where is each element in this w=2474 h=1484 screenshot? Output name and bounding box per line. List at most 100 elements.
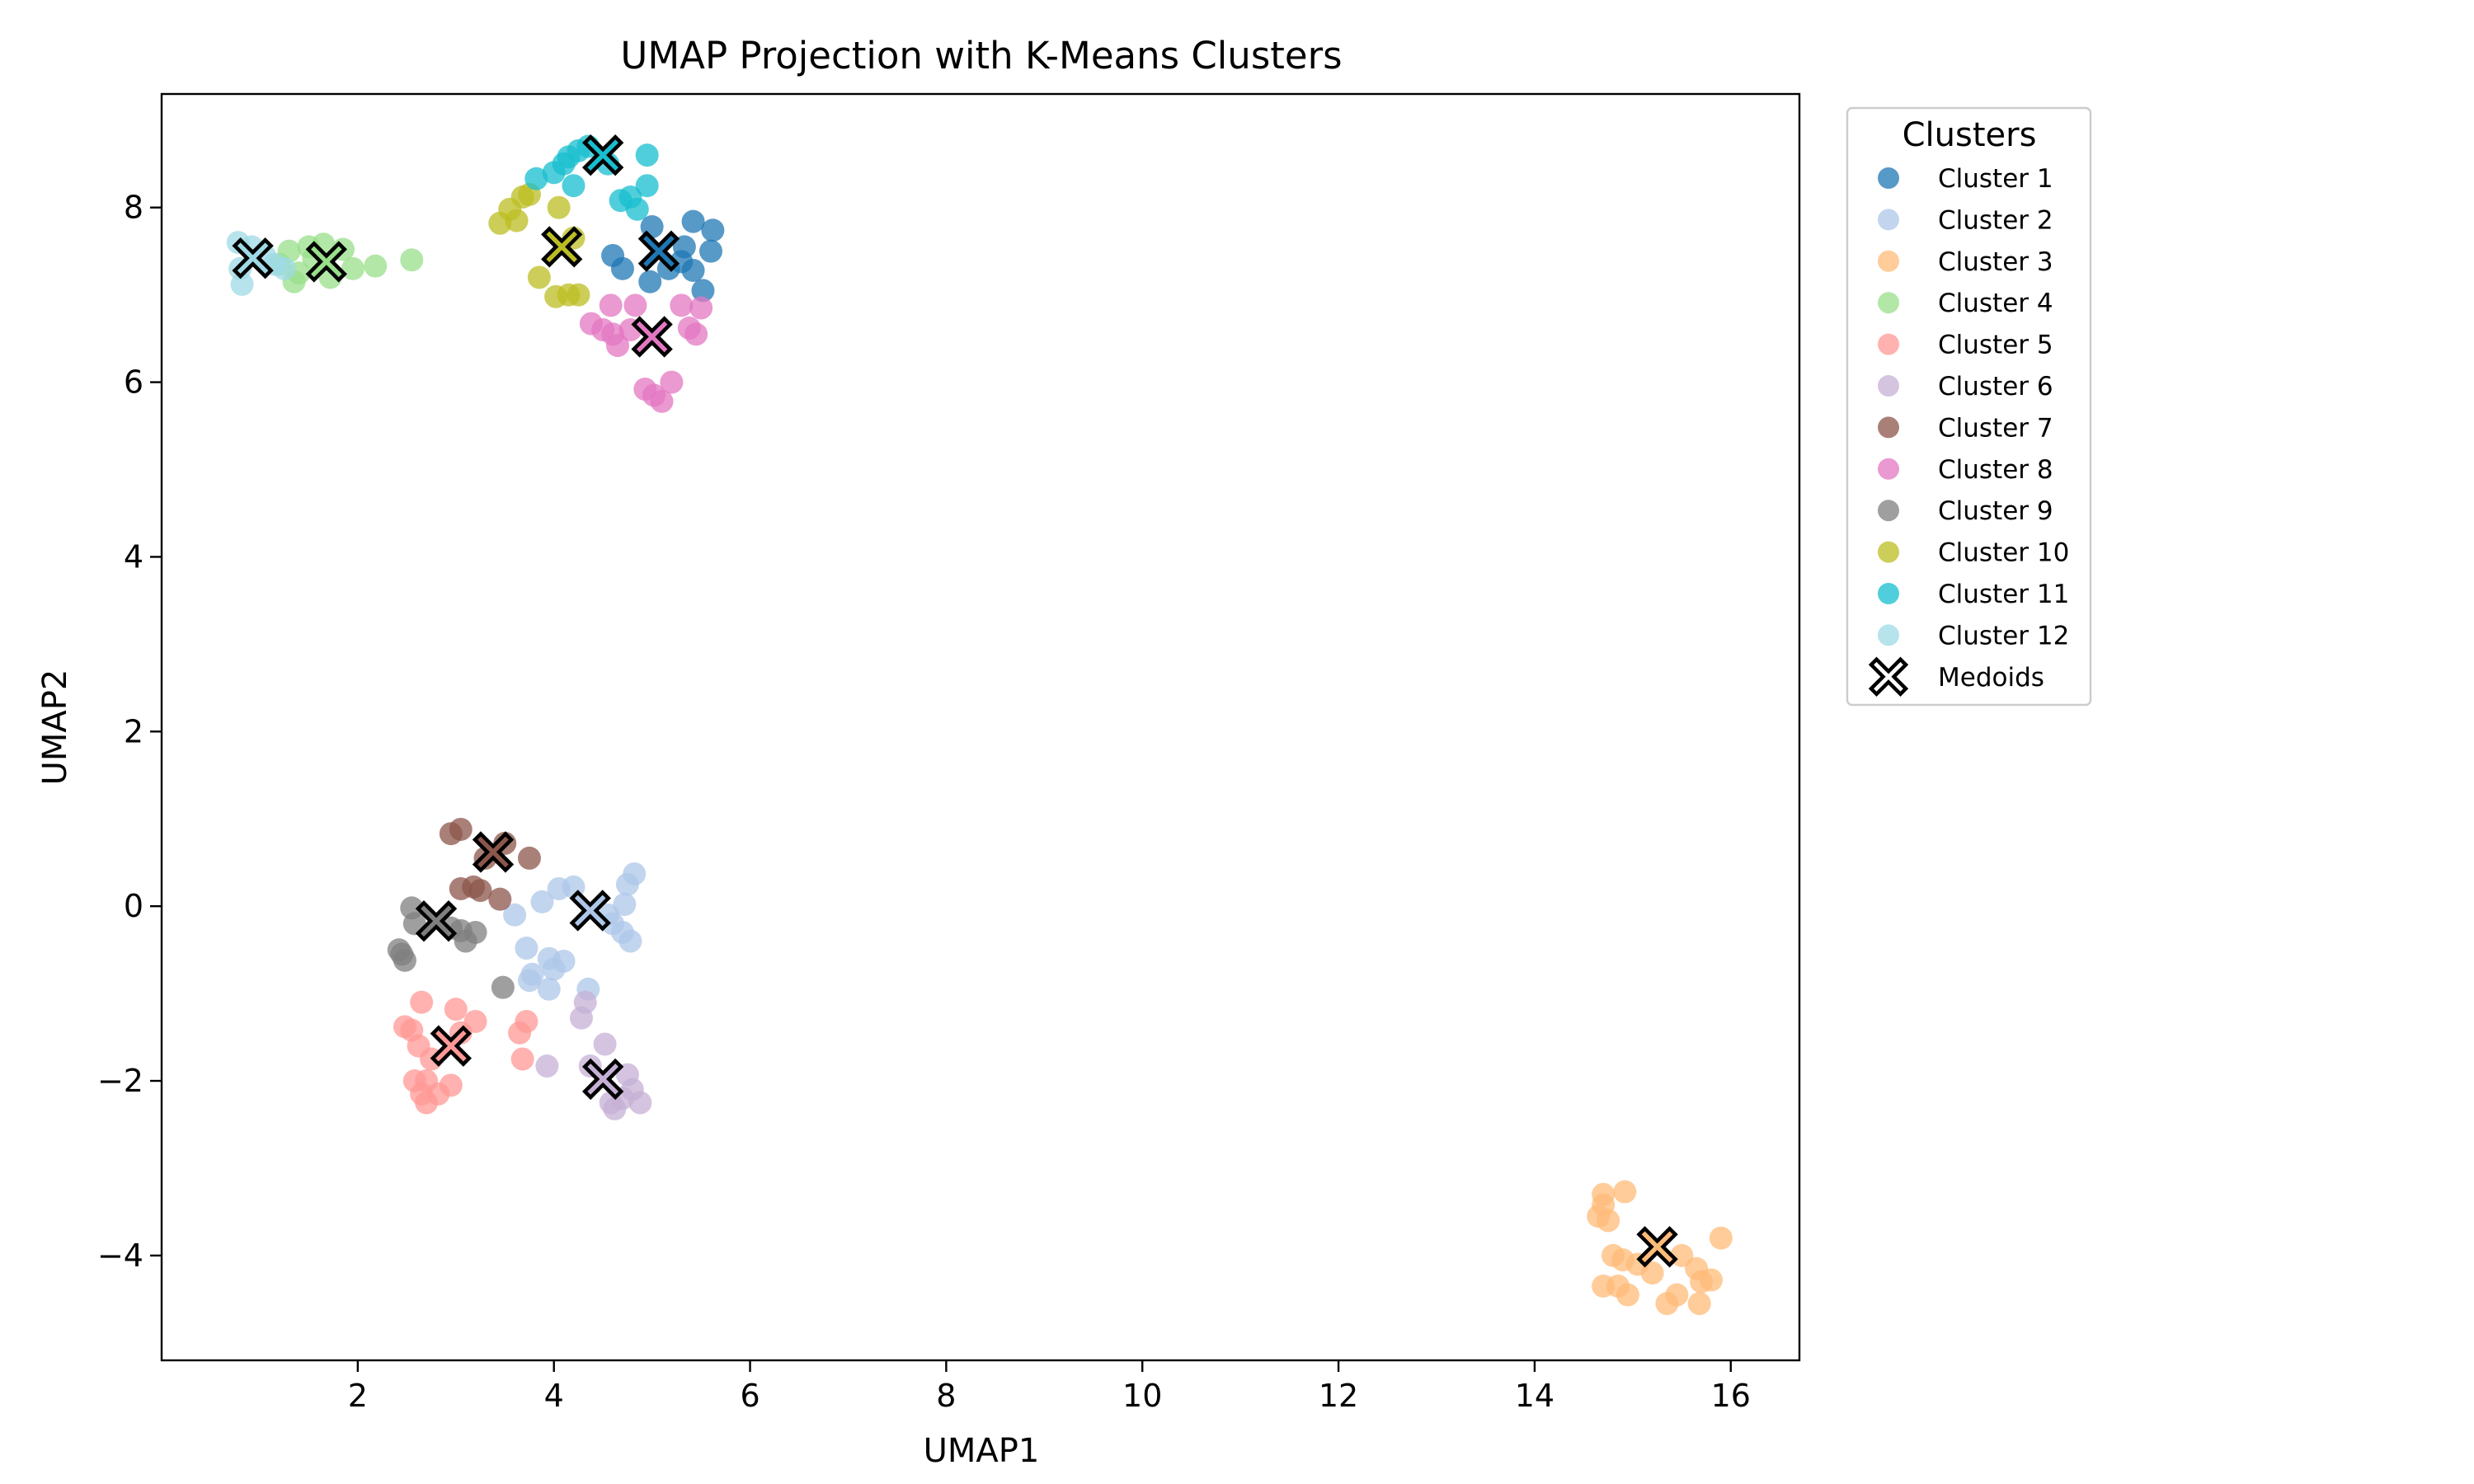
data-point-cluster-12 [272, 256, 296, 280]
legend-label-cluster-2: Cluster 2 [1938, 205, 2053, 235]
x-tick-label: 8 [936, 1378, 956, 1414]
y-axis-label: UMAP2 [36, 669, 74, 786]
legend-marker-cluster-10 [1878, 541, 1899, 563]
legend-label-cluster-6: Cluster 6 [1938, 372, 2053, 402]
data-point-cluster-8 [670, 294, 694, 317]
legend-marker-cluster-6 [1878, 375, 1899, 397]
data-point-cluster-6 [628, 1091, 652, 1115]
data-point-cluster-3 [1655, 1292, 1679, 1316]
legend-label-cluster-5: Cluster 5 [1938, 331, 2053, 360]
medoid-marker-cluster-6 [581, 1058, 624, 1101]
data-point-cluster-10 [505, 209, 529, 232]
data-point-cluster-3 [1613, 1180, 1637, 1204]
y-tick-label: 4 [124, 538, 143, 575]
data-point-cluster-2 [613, 893, 637, 917]
data-point-cluster-8 [660, 370, 684, 394]
data-point-cluster-2 [537, 977, 561, 1001]
y-tick-label: 2 [124, 713, 143, 749]
data-point-cluster-1 [638, 270, 662, 294]
data-point-cluster-9 [491, 975, 515, 999]
data-point-cluster-8 [689, 296, 713, 320]
legend-title: Clusters [1903, 116, 2037, 154]
medoid-marker-cluster-10 [541, 226, 583, 268]
legend-label-cluster-10: Cluster 10 [1938, 538, 2069, 568]
legend-label-cluster-12: Cluster 12 [1938, 621, 2069, 650]
data-point-cluster-1 [601, 243, 625, 267]
data-point-cluster-2 [517, 969, 541, 993]
data-point-cluster-7 [449, 817, 473, 841]
legend-label-cluster-4: Cluster 4 [1938, 289, 2053, 318]
x-tick-label: 16 [1711, 1378, 1751, 1414]
medoid-marker-cluster-9 [415, 899, 458, 942]
legend-label-cluster-11: Cluster 11 [1938, 580, 2069, 609]
data-point-cluster-3 [1592, 1274, 1616, 1298]
data-point-cluster-7 [517, 846, 541, 870]
data-point-cluster-3 [1670, 1243, 1694, 1267]
data-point-cluster-2 [542, 957, 566, 981]
data-point-cluster-12 [230, 272, 254, 296]
medoid-marker-cluster-5 [430, 1025, 473, 1067]
data-point-cluster-2 [530, 890, 554, 913]
data-point-cluster-11 [562, 174, 586, 198]
legend-label-cluster-7: Cluster 7 [1938, 413, 2053, 443]
y-tick-label: −4 [97, 1237, 143, 1274]
x-axis-label: UMAP1 [924, 1432, 1040, 1470]
legend-label-cluster-8: Cluster 8 [1938, 455, 2053, 485]
data-point-cluster-7 [488, 887, 512, 911]
data-point-cluster-5 [410, 990, 434, 1014]
data-point-cluster-5 [444, 998, 468, 1021]
legend-marker-cluster-1 [1878, 167, 1899, 189]
data-point-cluster-4 [364, 254, 388, 278]
data-point-cluster-3 [1699, 1268, 1723, 1292]
data-point-cluster-10 [567, 283, 590, 307]
data-point-cluster-11 [524, 167, 548, 190]
legend-marker-cluster-2 [1878, 209, 1899, 231]
data-point-cluster-8 [605, 334, 629, 358]
data-point-cluster-8 [623, 294, 647, 317]
data-point-cluster-6 [535, 1054, 559, 1078]
y-tick-label: 6 [124, 364, 143, 401]
data-point-cluster-2 [547, 876, 571, 900]
legend-marker-cluster-12 [1878, 624, 1899, 646]
legend-box [1846, 106, 2092, 707]
medoid-marker-cluster-3 [1636, 1226, 1678, 1268]
medoid-marker-cluster-7 [472, 831, 515, 873]
data-point-cluster-6 [593, 1032, 617, 1056]
medoid-marker-cluster-11 [581, 134, 624, 176]
data-point-cluster-2 [515, 937, 539, 960]
data-point-cluster-3 [1616, 1283, 1639, 1307]
y-axis: −4 −2 0 2 4 6 8 [97, 190, 162, 1274]
chart-title: UMAP Projection with K-Means Clusters [620, 34, 1342, 77]
legend-marker-medoids [1868, 656, 1909, 697]
data-point-cluster-1 [698, 239, 722, 263]
x-axis: 2 4 6 8 10 12 14 16 [348, 1360, 1751, 1414]
legend-marker-cluster-8 [1878, 458, 1899, 480]
data-point-cluster-3 [1640, 1261, 1664, 1285]
x-tick-label: 4 [544, 1378, 564, 1414]
x-tick-label: 10 [1122, 1378, 1162, 1414]
data-point-cluster-10 [527, 265, 551, 289]
legend-marker-cluster-7 [1878, 416, 1899, 439]
data-point-cluster-5 [510, 1047, 534, 1071]
legend-entries: Cluster 1 Cluster 2 Cluster 3 Cluster 4 Clus… [1868, 164, 2069, 697]
data-point-cluster-5 [439, 1073, 463, 1097]
data-point-cluster-8 [684, 322, 708, 346]
data-point-cluster-5 [402, 1069, 426, 1093]
legend-label-medoids: Medoids [1938, 663, 2044, 693]
data-point-cluster-2 [601, 912, 625, 936]
medoid-marker-cluster-8 [631, 316, 673, 358]
legend-marker-cluster-3 [1878, 250, 1899, 272]
data-point-cluster-11 [635, 143, 659, 167]
data-point-cluster-11 [635, 174, 659, 198]
data-point-cluster-8 [650, 389, 674, 413]
data-point-cluster-4 [400, 248, 424, 272]
x-tick-label: 2 [348, 1378, 368, 1414]
legend-marker-cluster-4 [1878, 292, 1899, 314]
data-point-cluster-2 [503, 903, 527, 927]
y-tick-label: 8 [124, 190, 143, 226]
y-tick-label: 0 [124, 888, 143, 924]
data-point-cluster-1 [701, 218, 725, 242]
data-point-cluster-2 [615, 872, 639, 896]
